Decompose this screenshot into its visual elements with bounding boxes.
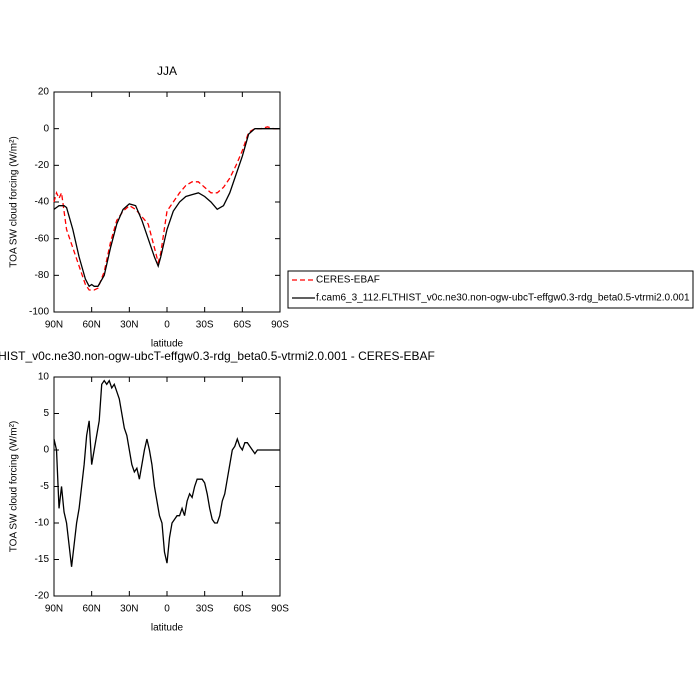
x-axis-label: latitude — [151, 339, 184, 350]
chart-title: f.cam6_3_112.FLTHIST_v0c.ne30.non-ogw-ub… — [0, 349, 435, 363]
y-tick-label: 0 — [43, 445, 49, 456]
y-tick-label: 5 — [43, 408, 49, 419]
y-tick-label: 10 — [38, 372, 50, 383]
data-line — [53, 126, 280, 291]
x-tick-label: 0 — [164, 604, 170, 615]
x-tick-label: 60N — [82, 604, 100, 615]
y-tick-label: -15 — [35, 554, 50, 565]
x-tick-label: 90S — [271, 604, 289, 615]
data-line — [53, 379, 280, 567]
y-tick-label: -80 — [35, 270, 50, 281]
y-axis-label: TOA SW cloud forcing (W/m²) — [9, 136, 20, 268]
y-tick-label: -10 — [35, 518, 50, 529]
plot-frame — [53, 91, 281, 313]
y-tick-label: -20 — [35, 160, 50, 171]
y-tick-label: 20 — [38, 87, 50, 98]
x-tick-label: 90N — [45, 320, 63, 331]
y-tick-label: -20 — [35, 591, 50, 602]
data-line — [53, 128, 280, 288]
y-tick-label: -60 — [35, 233, 50, 244]
x-tick-label: 90N — [45, 604, 63, 615]
y-tick-label: -40 — [35, 197, 50, 208]
x-tick-label: 60N — [82, 320, 100, 331]
x-tick-label: 60S — [233, 604, 251, 615]
x-tick-label: 60S — [233, 320, 251, 331]
x-tick-label: 30N — [120, 320, 138, 331]
y-tick-label: -5 — [40, 481, 49, 492]
x-tick-label: 0 — [164, 320, 170, 331]
x-axis-label: latitude — [151, 623, 184, 634]
chart-title: JJA — [157, 64, 177, 78]
legend-label: f.cam6_3_112.FLTHIST_v0c.ne30.non-ogw-ub… — [316, 293, 690, 304]
x-tick-label: 30S — [196, 604, 214, 615]
y-tick-label: -100 — [29, 307, 49, 318]
y-axis-label: TOA SW cloud forcing (W/m²) — [9, 421, 20, 553]
x-tick-label: 30S — [196, 320, 214, 331]
y-tick-label: 0 — [43, 123, 49, 134]
x-tick-label: 30N — [120, 604, 138, 615]
legend-label: CERES-EBAF — [316, 275, 380, 286]
legend-box — [287, 270, 694, 309]
x-tick-label: 90S — [271, 320, 289, 331]
